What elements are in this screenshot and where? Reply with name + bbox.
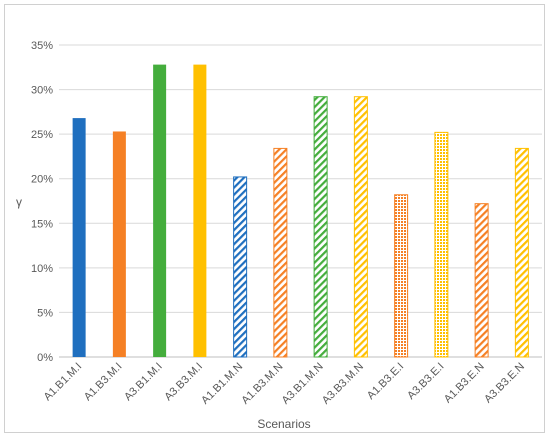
x-tick-label: A3.B3.M.I: [162, 361, 205, 404]
bar-A1.B1.M.I: [72, 118, 86, 358]
bar-A3.B3.M.N: [353, 96, 368, 358]
gridlines: [59, 44, 542, 358]
y-tick-label: 15%: [31, 218, 53, 230]
x-axis-label: Scenarios: [257, 417, 310, 431]
x-tick-label: A3.B1.M.I: [122, 361, 165, 404]
bar-A1.B3.E.I: [394, 194, 409, 358]
y-tick-labels: 0% 5% 10% 15% 20% 25% 30% 35%: [31, 40, 53, 364]
bar-A1.B1.M.N: [233, 176, 248, 358]
x-tick-label: A1.B1.M.I: [42, 361, 85, 404]
y-tick-label: 35%: [31, 40, 53, 52]
x-tick-label: A1.B3.E.N: [442, 361, 487, 406]
bar-A3.B1.M.I: [153, 64, 167, 358]
x-tick-label: A3.B3.E.N: [482, 361, 527, 406]
bar-A3.B3.E.N: [514, 147, 529, 358]
x-tick-label: A1.B3.M.I: [82, 361, 125, 404]
x-tick-label: A3.B3.M.N: [320, 361, 366, 407]
y-axis-label: γ: [16, 195, 22, 209]
x-tick-label: A3.B1.M.N: [280, 361, 326, 407]
bar-A3.B1.M.N: [313, 96, 328, 358]
y-tick-label: 5%: [37, 307, 53, 319]
x-tick-label: A3.B3.E.I: [405, 361, 446, 402]
y-tick-label: 25%: [31, 129, 53, 141]
bar-A1.B3.M.I: [112, 131, 126, 357]
x-tick-label: A1.B1.M.N: [199, 361, 245, 407]
bar-chart: 0%5%10%15%20%25%30%35% A1.B1.M.IA1.B3.M.…: [16, 40, 542, 431]
chart-frame: 0% 5% 10% 15% 20% 25% 30% 35% A1.B1.M.I A1.B3.M.…: [4, 4, 545, 433]
x-tick-label: A1.B3.M.N: [239, 361, 285, 407]
bar-A1.B3.E.N: [474, 203, 489, 358]
bar-A1.B3.M.N: [273, 147, 288, 358]
x-tick-label: A1.B3.E.I: [365, 361, 406, 402]
y-tick-label: 20%: [31, 174, 53, 186]
y-tick-label: 0%: [37, 352, 53, 364]
bar-A3.B3.M.I: [193, 64, 207, 358]
x-tick-labels: A1.B1.M.IA1.B3.M.IA3.B1.M.IA3.B3.M.IA1.B…: [42, 361, 527, 407]
y-tick-label: 30%: [31, 85, 53, 97]
bar-A3.B3.E.I: [434, 131, 449, 358]
y-tick-label: 10%: [31, 263, 53, 275]
bars: [72, 64, 529, 358]
